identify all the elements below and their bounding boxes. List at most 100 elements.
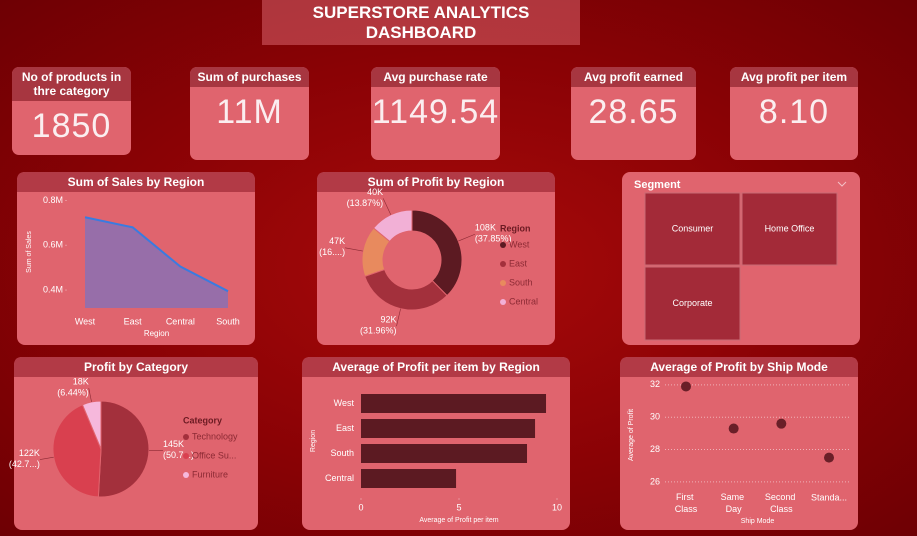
x-tick-label: First Class (675, 492, 698, 514)
legend-title: Region (500, 223, 531, 233)
percent-label: (37.85%) (475, 234, 512, 244)
x-tick-label: Second Class (765, 492, 798, 514)
data-label: 108K (475, 223, 496, 233)
legend-label: Technology (192, 431, 238, 441)
panel-header (14, 357, 258, 377)
segment-tile (741, 192, 838, 266)
leader-line (88, 388, 92, 403)
panel-title: Profit by Category (84, 360, 188, 374)
x-axis-title: Ship Mode (741, 518, 775, 525)
kpi-value: 1149.54 (371, 93, 500, 131)
kpi-card: Avg purchase rate 1149.54 (371, 67, 500, 160)
kpi-label: Avg profit per item (730, 67, 858, 87)
y-tick-label: 0.6M (43, 240, 63, 250)
x-tick-label: West (75, 316, 96, 326)
point (681, 381, 691, 392)
point (728, 423, 739, 434)
legend-label: South (509, 277, 533, 287)
data-label: 92K (380, 315, 396, 325)
leader-line (396, 308, 401, 327)
dashboard-title: SUPERSTORE ANALYTICS DASHBOARD (312, 2, 530, 42)
bar (361, 444, 528, 463)
legend-swatch (183, 434, 189, 440)
percent-label: (42.7...) (9, 459, 40, 469)
kpi-value: 11M (216, 93, 283, 131)
leader-line (458, 233, 476, 242)
y-tick-label: 32 (650, 379, 660, 389)
slicer-chevron (837, 181, 847, 187)
y-tick-label: 28 (650, 444, 660, 454)
panel-title: Average of Profit by Ship Mode (650, 360, 828, 374)
segment-label: Home Office (765, 223, 815, 233)
leader-line (39, 456, 54, 460)
point (824, 452, 834, 463)
area-fill (85, 217, 228, 308)
slicer-title: Segment (634, 179, 681, 191)
data-label: 18K (73, 377, 89, 387)
legend-label: Central (509, 296, 538, 306)
y-axis-title: Sum of Sales (26, 231, 33, 273)
x-tick-label: South (216, 316, 240, 326)
x-tick-label: Same Day (721, 492, 747, 514)
legend-swatch (500, 299, 506, 305)
segment-label: Consumer (672, 223, 714, 233)
legend-label: West (509, 239, 530, 249)
segment-tile (644, 266, 741, 341)
legend-label: East (509, 258, 528, 268)
x-tick-label: 10 (552, 502, 562, 512)
y-axis-title: Average of Profit (628, 409, 635, 461)
kpi-value: 28.65 (588, 93, 679, 131)
kpi-card: No of products in thre category 1850 (12, 67, 131, 155)
y-axis-title: Region (310, 430, 317, 452)
x-tick-label: Standa... (811, 492, 847, 502)
leader-line (345, 247, 363, 252)
y-tick-label: South (330, 448, 354, 458)
kpi-label: Avg profit earned (571, 67, 696, 87)
x-axis-title: Average of Profit per item (419, 517, 498, 524)
y-tick-label: 0.4M (43, 284, 63, 294)
bar (361, 394, 547, 413)
y-tick-label: Central (325, 473, 354, 483)
data-label: 47K (329, 236, 345, 246)
kpi-card: Sum of purchases 11M (190, 67, 309, 160)
slice (97, 400, 150, 498)
panel-header (302, 357, 570, 377)
segment-label: Corporate (672, 298, 712, 308)
legend-swatch (500, 242, 506, 248)
legend-label: Office Su... (192, 450, 236, 460)
header: SUPERSTORE ANALYTICS DASHBOARD (262, 0, 580, 45)
panel-title: Sum of Profit by Region (368, 175, 505, 189)
panel (620, 357, 858, 530)
y-tick-label: 0.8M (43, 195, 63, 205)
panel (317, 172, 555, 345)
kpi-label: Avg purchase rate (371, 67, 500, 87)
percent-label: (31.96%) (360, 326, 397, 336)
data-label: 40K (367, 187, 383, 197)
x-axis-title: Region (144, 329, 169, 338)
legend-swatch (500, 280, 506, 286)
legend-swatch (183, 472, 189, 478)
leader-line (382, 198, 392, 215)
bar (361, 419, 536, 438)
bar (361, 469, 457, 488)
legend-label: Furniture (192, 469, 228, 479)
slice (52, 404, 102, 498)
kpi-label: No of products in thre category (12, 67, 131, 101)
slice (411, 209, 463, 297)
percent-label: (13.87%) (347, 198, 384, 208)
panel-header (317, 172, 555, 192)
kpi-card: Avg profit per item 8.10 (730, 67, 858, 160)
kpi-card: Avg profit earned 28.65 (571, 67, 696, 160)
x-tick-label: 5 (456, 502, 461, 512)
y-tick-label: East (336, 423, 355, 433)
legend-swatch (183, 453, 189, 459)
x-tick-label: Central (166, 316, 195, 326)
panel-title: Average of Profit per item by Region (332, 360, 540, 374)
slice (372, 209, 413, 243)
kpi-label: Sum of purchases (190, 67, 309, 87)
line (84, 216, 229, 293)
data-label: 122K (19, 448, 40, 458)
panel (302, 357, 570, 530)
segment-tile (644, 192, 741, 266)
